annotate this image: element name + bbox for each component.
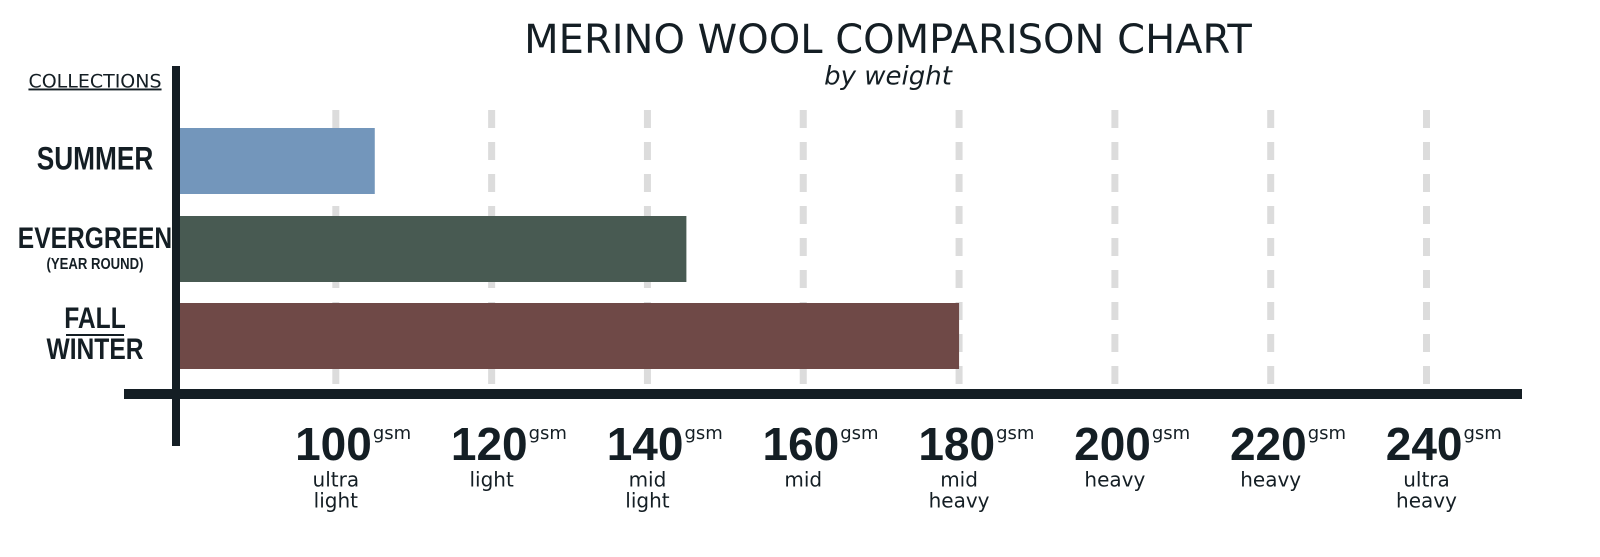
- x-tick-label: 140: [607, 418, 684, 470]
- y-tick-label: WINTER: [47, 332, 144, 366]
- x-tick-label: 160: [763, 418, 840, 470]
- x-tick-note: ultra: [1403, 468, 1450, 492]
- x-tick-label: 180: [918, 418, 995, 470]
- x-tick-note: mid: [629, 468, 667, 492]
- x-tick-unit: gsm: [996, 423, 1034, 444]
- x-tick-label: 220: [1230, 418, 1307, 470]
- x-tick-note: light: [469, 468, 513, 492]
- x-tick-note: light: [314, 489, 358, 513]
- x-tick-unit: gsm: [1308, 423, 1346, 444]
- x-tick-note: heavy: [1396, 489, 1457, 513]
- x-tick-label: 240: [1386, 418, 1463, 470]
- bar: [180, 303, 960, 369]
- x-tick-unit: gsm: [529, 423, 567, 444]
- y-axis-label: COLLECTIONS: [28, 71, 161, 93]
- bar: [180, 128, 375, 194]
- x-tick-unit: gsm: [1464, 423, 1502, 444]
- x-tick-unit: gsm: [373, 423, 411, 444]
- x-tick-label: 120: [451, 418, 528, 470]
- y-tick-label: EVERGREEN: [18, 221, 172, 255]
- x-tick-note: mid: [784, 468, 822, 492]
- bars: [180, 128, 960, 369]
- chart-subtitle: by weight: [824, 62, 953, 92]
- y-tick-label: SUMMER: [37, 142, 154, 177]
- x-tick-note: heavy: [1084, 468, 1145, 492]
- x-tick-note: light: [625, 489, 669, 513]
- x-tick-note: mid: [940, 468, 978, 492]
- x-tick-note: ultra: [313, 468, 360, 492]
- x-tick-unit: gsm: [840, 423, 878, 444]
- x-tick-unit: gsm: [684, 423, 722, 444]
- x-tick-note: heavy: [929, 489, 990, 513]
- y-tick-label: (YEAR ROUND): [47, 256, 144, 273]
- chart-title: MERINO WOOL COMPARISON CHART: [524, 17, 1252, 63]
- y-axis: [172, 66, 180, 446]
- x-tick-label: 100: [295, 418, 372, 470]
- x-axis: [124, 389, 1522, 399]
- bar: [180, 216, 687, 282]
- y-tick-label: FALL: [64, 301, 125, 335]
- x-tick-label: 200: [1074, 418, 1151, 470]
- x-tick-unit: gsm: [1152, 423, 1190, 444]
- x-tick-note: heavy: [1240, 468, 1301, 492]
